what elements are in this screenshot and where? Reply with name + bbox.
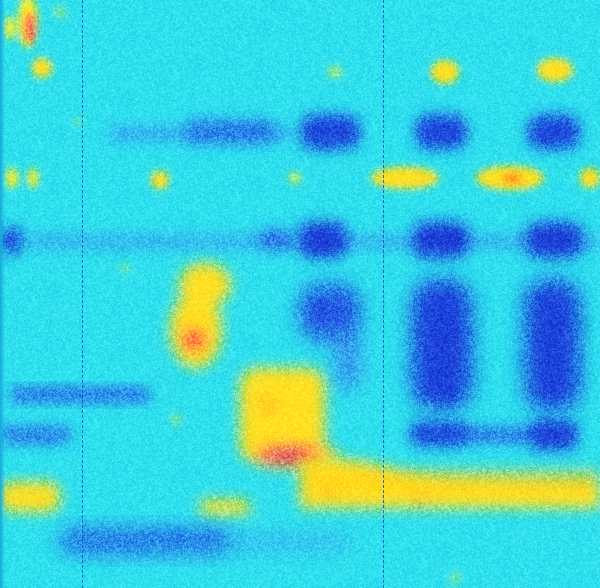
dashed-divider-line (82, 0, 83, 588)
blue-band-row-395 (10, 388, 150, 402)
dashed-divider-line (383, 0, 384, 588)
left-edge-shading (0, 0, 5, 588)
lower-blob (240, 368, 337, 469)
